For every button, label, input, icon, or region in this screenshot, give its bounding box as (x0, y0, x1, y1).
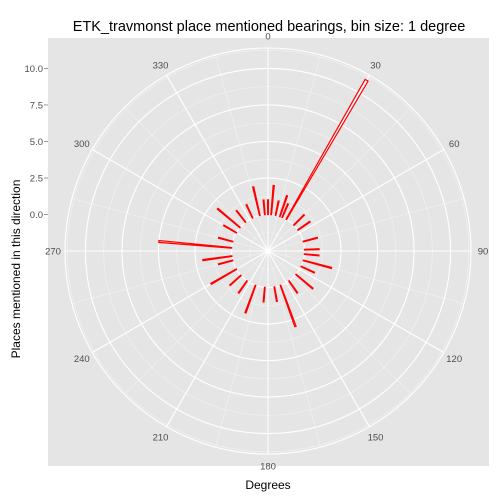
bar (279, 284, 297, 328)
bar (292, 213, 306, 227)
radial-tick-label: 0.0 (30, 210, 43, 221)
bar (244, 284, 257, 314)
radial-tick-labels: 0.0 2.5 5.0 7.5 10.0 (25, 64, 48, 221)
angle-tick-label: 120 (446, 354, 462, 365)
grid-spoke (166, 74, 269, 252)
minor-grid-spoke (267, 250, 465, 304)
angle-tick-labels: 0 30 60 90 120 150 180 210 240 270 300 330 (45, 32, 488, 473)
x-axis-title: Degrees (245, 478, 290, 492)
angle-tick-label: 60 (449, 139, 460, 150)
angle-tick-label: 330 (153, 60, 169, 71)
grid-spoke (267, 250, 445, 353)
polar-grid (64, 47, 472, 455)
bar-series (158, 78, 369, 328)
bar (237, 279, 249, 294)
bar (294, 273, 314, 290)
grid-spoke (267, 149, 445, 252)
grid-circle (121, 104, 415, 398)
bar (270, 184, 275, 216)
angle-tick-label: 180 (260, 462, 276, 473)
grid-spoke (91, 149, 269, 252)
grid-spoke (267, 250, 370, 428)
bar (278, 194, 289, 218)
angle-tick-label: 90 (478, 247, 489, 258)
angle-tick-label: 270 (45, 247, 61, 258)
angle-tick-label: 0 (265, 32, 270, 43)
grid-circle (84, 67, 452, 435)
y-axis-title: Places mentioned in this direction (9, 180, 23, 359)
bar (262, 199, 266, 216)
minor-grid-spoke (267, 54, 321, 252)
bar (300, 265, 316, 274)
minor-grid-spoke (215, 250, 269, 448)
minor-grid-spoke (215, 54, 269, 252)
grid-spoke (166, 250, 269, 428)
grid-spoke (91, 250, 269, 353)
outer-grid-circle (64, 47, 472, 455)
bar (209, 268, 238, 286)
bar (274, 200, 280, 217)
bar (217, 236, 234, 243)
angle-tick-label: 300 (74, 139, 90, 150)
bar (245, 203, 254, 219)
bar (235, 209, 247, 224)
bar (296, 220, 311, 232)
bar (302, 236, 319, 243)
minor-grid-spoke (124, 250, 269, 395)
angle-tick-label: 150 (368, 433, 384, 444)
bar (273, 286, 279, 303)
bar (287, 279, 299, 294)
bar (285, 78, 369, 221)
bar (281, 202, 290, 219)
radial-tick-label: 10.0 (25, 64, 44, 75)
grid-spoke (267, 74, 370, 252)
chart-title: ETK_travmonst place mentioned bearings, … (73, 19, 466, 35)
angle-tick-label: 240 (74, 354, 90, 365)
minor-grid-spoke (71, 250, 269, 304)
grid-circle (194, 177, 342, 325)
minor-grid-spoke (267, 107, 412, 252)
minor-grid-spoke (124, 107, 269, 252)
bar (217, 259, 234, 266)
bar (303, 248, 320, 251)
bar (251, 186, 261, 217)
bar (202, 255, 233, 262)
bar (302, 259, 333, 270)
grid-circle (157, 140, 379, 362)
bar (216, 207, 242, 229)
radial-tick-label: 7.5 (30, 100, 43, 111)
bar (303, 253, 320, 257)
bar (266, 199, 270, 216)
minor-grid-spoke (267, 250, 321, 448)
bar (228, 274, 242, 287)
bar (222, 224, 238, 234)
radial-tick-label: 2.5 (30, 173, 43, 184)
angle-tick-label: 30 (370, 60, 381, 71)
bar (262, 286, 266, 303)
minor-grid-spoke (267, 250, 412, 395)
radial-tick-label: 5.0 (30, 137, 43, 148)
angle-tick-label: 210 (153, 433, 169, 444)
minor-grid-spoke (267, 198, 465, 252)
bar (158, 239, 233, 249)
minor-grid-spoke (71, 198, 269, 252)
